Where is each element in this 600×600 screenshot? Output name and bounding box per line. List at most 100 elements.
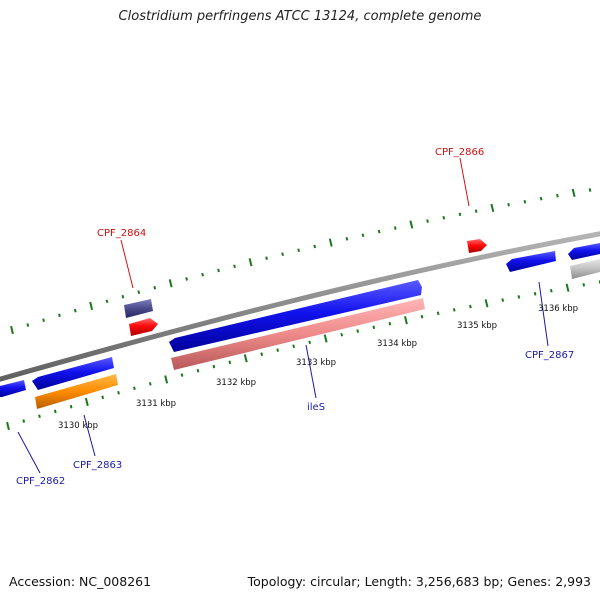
inner-ring-tick — [388, 321, 392, 326]
outer-ring-tick — [345, 237, 349, 241]
inner-ring-tick — [133, 386, 136, 391]
tick-label-3136: 3136 kbp — [538, 304, 578, 314]
inner-ring-tick — [101, 395, 105, 400]
leader-cpf-2863 — [83, 414, 96, 457]
genome-stats-text: Topology: circular; Length: 3,256,683 bp… — [247, 574, 591, 589]
inner-ring-tick — [549, 288, 553, 293]
inner-ring-tick — [323, 334, 328, 343]
outer-ring-tick — [377, 229, 381, 234]
tick-label-3134: 3134 kbp — [377, 339, 417, 349]
gene-label-iles[interactable]: ileS — [307, 402, 325, 413]
inner-tick-ring — [6, 280, 600, 431]
inner-ring-tick — [292, 344, 295, 349]
gene-label-cpf-2864[interactable]: CPF_2864 — [97, 228, 146, 239]
inner-ring-tick — [517, 295, 521, 299]
outer-ring-tick — [153, 285, 157, 290]
inner-ring-tick — [22, 419, 26, 423]
gene-cpf-2864-red-arrow[interactable] — [129, 318, 158, 336]
outer-ring-tick — [442, 215, 446, 220]
outer-ring-tick — [58, 313, 61, 318]
leader-cpf-2866 — [459, 157, 470, 207]
inner-ring-tick — [84, 397, 89, 407]
inner-ring-tick — [340, 332, 344, 337]
inner-ring-tick — [148, 382, 152, 386]
outer-ring-tick — [137, 290, 141, 294]
gene-label-cpf-2863[interactable]: CPF_2863 — [73, 460, 122, 471]
inner-ring-tick — [243, 354, 248, 363]
gene-right-blue-arrow[interactable] — [568, 243, 600, 260]
outer-ring-tick — [361, 233, 365, 238]
outer-ring-tick — [426, 219, 429, 223]
gene-label-cpf-2866[interactable]: CPF_2866 — [435, 147, 484, 158]
inner-ring-tick — [420, 314, 424, 319]
outer-ring-tick — [328, 238, 333, 247]
leader-cpf-2862 — [17, 431, 41, 474]
outer-ring-tick — [233, 264, 236, 269]
gene-cpf-2862-arrow[interactable] — [0, 380, 26, 397]
outer-ring-tick — [10, 325, 14, 335]
inner-ring-tick — [565, 283, 570, 292]
outer-ring-tick — [121, 294, 125, 299]
inner-ring-tick — [212, 364, 216, 369]
gene-rrna-arrow[interactable] — [171, 298, 425, 370]
outer-ring-tick — [474, 209, 478, 213]
outer-ring-tick — [588, 188, 592, 192]
outer-ring-tick — [42, 318, 45, 322]
outer-ring-tick — [313, 244, 317, 249]
accession-text: Accession: NC_008261 — [9, 574, 152, 589]
outer-ring-tick — [507, 202, 510, 207]
outer-ring-tick — [281, 252, 284, 257]
inner-ring-tick — [53, 409, 57, 414]
inner-ring-tick — [180, 373, 184, 377]
inner-ring-tick — [452, 308, 456, 312]
outer-ring-tick — [265, 256, 268, 260]
inner-ring-tick — [38, 414, 41, 419]
outer-ring-tick — [297, 248, 300, 253]
inner-ring-tick — [6, 421, 10, 431]
tick-label-3135: 3135 kbp — [457, 321, 497, 331]
tick-label-3132: 3132 kbp — [216, 378, 256, 388]
inner-ring-tick — [276, 348, 279, 352]
inner-ring-tick — [469, 304, 472, 309]
gene-orange-arrow[interactable] — [35, 374, 118, 409]
gene-right-gray-box[interactable] — [570, 259, 600, 279]
tick-label-3131: 3131 kbp — [136, 399, 176, 409]
inner-ring-tick — [308, 340, 311, 345]
inner-ring-tick — [372, 325, 376, 330]
outer-ring-tick — [168, 279, 173, 288]
inner-ring-tick — [164, 375, 169, 384]
gene-label-cpf-2867[interactable]: CPF_2867 — [525, 350, 574, 361]
inner-ring-tick — [260, 352, 264, 356]
outer-ring-tick — [248, 258, 253, 267]
inner-ring-tick — [582, 283, 586, 287]
inner-ring-tick — [196, 368, 200, 373]
tick-label-3130: 3130 kbp — [58, 421, 98, 431]
leader-cpf-2864 — [120, 239, 134, 289]
inner-ring-tick — [228, 360, 232, 365]
outer-ring-tick — [393, 226, 397, 230]
outer-ring-tick — [89, 301, 94, 311]
gene-label-cpf-2862[interactable]: CPF_2862 — [16, 476, 65, 487]
tick-label-3133: 3133 kbp — [296, 358, 336, 368]
outer-tick-ring — [10, 188, 592, 335]
genome-backbone — [0, 231, 600, 382]
outer-ring-tick — [571, 188, 576, 197]
gene-cpf-2864-dark-box[interactable] — [124, 299, 153, 318]
outer-ring-tick — [26, 323, 30, 327]
outer-ring-tick — [201, 272, 204, 277]
gene-iles-arrow[interactable] — [169, 280, 422, 352]
gene-cpf-2863-arrow[interactable] — [32, 357, 114, 390]
map-title: Clostridium perfringens ATCC 13124, comp… — [118, 9, 482, 24]
outer-ring-tick — [105, 299, 109, 304]
outer-ring-tick — [409, 220, 414, 229]
outer-ring-tick — [490, 203, 495, 213]
gene-cpf-2867-arrow[interactable] — [506, 251, 556, 272]
outer-ring-tick — [458, 212, 462, 217]
inner-ring-tick — [356, 329, 360, 333]
gene-cpf-2866-red-arrow[interactable] — [467, 239, 487, 253]
inner-ring-tick — [484, 299, 489, 308]
leader-cpf-2867 — [538, 281, 549, 347]
inner-ring-tick — [404, 316, 408, 325]
inner-ring-tick — [501, 298, 505, 302]
